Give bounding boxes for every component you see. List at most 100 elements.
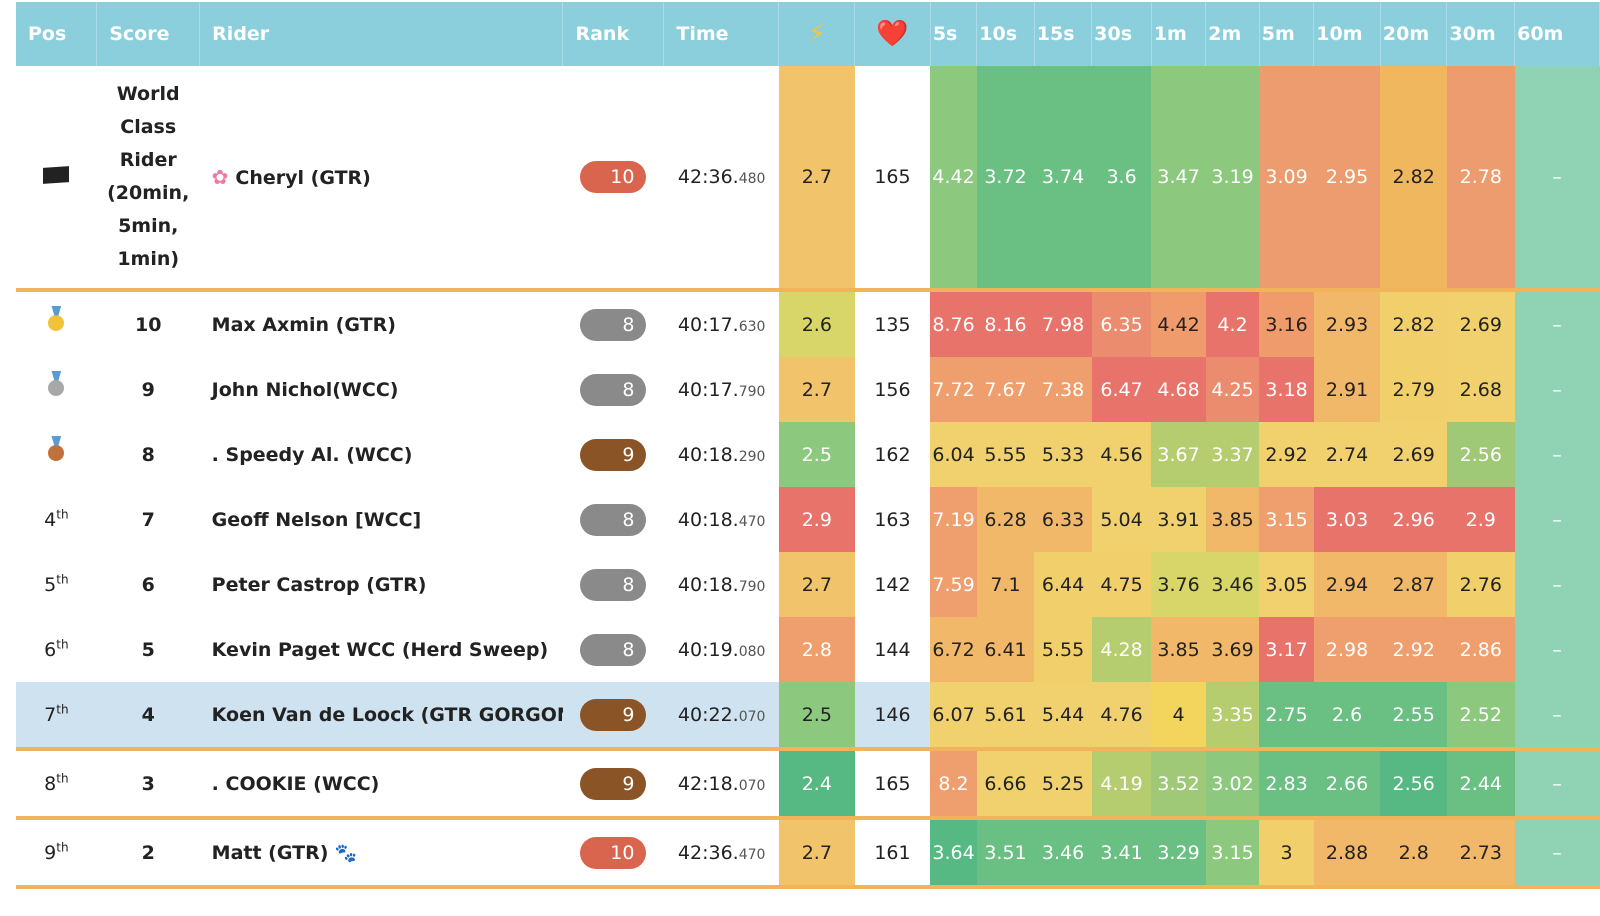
score-value: 4 xyxy=(141,703,155,726)
interval-value-20m: 2.56 xyxy=(1380,749,1447,820)
header-interval[interactable]: 5s xyxy=(930,2,978,66)
rider-cell[interactable]: Peter Castrop (GTR) xyxy=(199,552,563,617)
interval-value-15s: 5.55 xyxy=(1034,617,1092,682)
interval-value-30s: 4.19 xyxy=(1091,749,1152,820)
rider-name[interactable]: Koen Van de Loock (GTR GORGONS) xyxy=(211,703,563,726)
interval-value-60m: – xyxy=(1514,617,1600,682)
interval-value-1m: 4.68 xyxy=(1151,357,1206,422)
rider-cell[interactable]: Geoff Nelson [WCC] xyxy=(199,487,563,552)
rider-cell[interactable]: Koen Van de Loock (GTR GORGONS) xyxy=(199,682,563,751)
interval-value-5m: 3.15 xyxy=(1259,487,1314,552)
interval-value-15s: 5.25 xyxy=(1034,749,1092,820)
time-main: 40:17. xyxy=(677,378,739,401)
header-interval[interactable]: 60m xyxy=(1514,2,1600,66)
heart-rate-cell: 142 xyxy=(854,552,931,617)
rider-name[interactable]: Kevin Paget WCC (Herd Sweep) xyxy=(211,638,549,661)
header-rider[interactable]: Rider xyxy=(199,2,564,66)
interval-value-1m: 3.52 xyxy=(1151,749,1206,820)
interval-value-30s: 6.35 xyxy=(1091,290,1152,357)
rider-name[interactable]: Matt (GTR) xyxy=(211,841,329,864)
interval-value-30s: 4.76 xyxy=(1091,682,1152,751)
position-cell: 4th xyxy=(16,487,97,552)
header-interval[interactable]: 1m xyxy=(1151,2,1207,66)
rider-row[interactable]: 6th 5 Kevin Paget WCC (Herd Sweep) 8 40:19.0… xyxy=(16,617,1600,682)
rider-name[interactable]: . Speedy Al. (WCC) xyxy=(211,443,413,466)
interval-value-15s: 3.74 xyxy=(1034,66,1092,292)
interval-value-10m: 2.98 xyxy=(1313,617,1381,682)
interval-value-2m: 3.85 xyxy=(1205,487,1260,552)
rider-cell[interactable]: Matt (GTR) 🐾 xyxy=(199,818,563,889)
rider-row[interactable]: 5th 6 Peter Castrop (GTR) 8 40:18.790 2.7 142 7… xyxy=(16,552,1600,617)
power-cell: 2.5 xyxy=(778,422,855,487)
rider-row[interactable]: 8. Speedy Al. (WCC) 9 40:18.290 2.5 162 6.04 5… xyxy=(16,422,1600,487)
interval-value-5m: 3 xyxy=(1259,818,1314,889)
interval-value-5s: 6.07 xyxy=(930,682,977,751)
rider-row[interactable]: 8th 3. COOKIE (WCC) 9 42:18.070 2.4 165 8.2 6.6… xyxy=(16,749,1600,820)
header-rank[interactable]: Rank xyxy=(562,2,665,66)
header-time[interactable]: Time xyxy=(663,2,780,66)
heart-icon: ❤️ xyxy=(876,19,909,49)
header-score[interactable]: Score xyxy=(96,2,201,66)
leader-row[interactable]: World Class Rider (20min, 5min, 1min) ✿ C… xyxy=(16,66,1600,292)
rider-cell[interactable]: ✿ Cheryl (GTR) xyxy=(199,66,563,292)
interval-value-1m: 3.47 xyxy=(1151,66,1206,292)
rider-cell[interactable]: Max Axmin (GTR) xyxy=(199,290,563,357)
rider-row[interactable]: 9 John Nichol(WCC) 8 40:17.790 2.7 156 7.72 7.6… xyxy=(16,357,1600,422)
header-pos[interactable]: Pos xyxy=(16,2,98,66)
time-cell: 40:18.290 xyxy=(663,422,779,487)
header-power[interactable]: ⚡ xyxy=(778,2,856,66)
rider-name[interactable]: Geoff Nelson [WCC] xyxy=(211,508,422,531)
rank-badge: 10 xyxy=(580,836,647,869)
rider-name[interactable]: Peter Castrop (GTR) xyxy=(211,573,427,596)
rider-row[interactable]: 10 Max Axmin (GTR) 8 40:17.630 2.6 135 8.76 8.1… xyxy=(16,290,1600,357)
rank-cell: 10 xyxy=(562,66,664,292)
interval-value-2m: 4.25 xyxy=(1205,357,1260,422)
rider-name[interactable]: Max Axmin (GTR) xyxy=(211,313,396,336)
interval-value-60m: – xyxy=(1514,749,1600,820)
rider-name[interactable]: John Nichol(WCC) xyxy=(211,378,399,401)
interval-value-60m: – xyxy=(1514,66,1600,292)
rider-name[interactable]: . COOKIE (WCC) xyxy=(211,772,380,795)
heart-rate-cell: 165 xyxy=(854,66,931,292)
rider-row[interactable]: 9th 2 Matt (GTR) 🐾 10 42:36.470 2.7 161 3.64 3.5… xyxy=(16,818,1600,889)
interval-value-60m: – xyxy=(1514,818,1600,889)
interval-value-15s: 5.44 xyxy=(1034,682,1092,751)
silver-medal-icon xyxy=(48,379,65,396)
header-interval[interactable]: 2m xyxy=(1205,2,1260,66)
interval-value-30m: 2.52 xyxy=(1446,682,1515,751)
interval-value-2m: 3.15 xyxy=(1205,818,1260,889)
time-main: 40:18. xyxy=(677,443,739,466)
time-main: 40:19. xyxy=(677,638,739,661)
interval-value-10s: 3.72 xyxy=(976,66,1035,292)
interval-value-20m: 2.69 xyxy=(1380,422,1447,487)
header-heart-rate[interactable]: ❤️ xyxy=(854,2,931,66)
time-cell: 40:17.790 xyxy=(663,357,779,422)
header-interval[interactable]: 10s xyxy=(976,2,1035,66)
rider-row[interactable]: 7th 4 Koen Van de Loock (GTR GORGONS) 9 40:2… xyxy=(16,682,1600,751)
interval-value-30m: 2.76 xyxy=(1446,552,1515,617)
rider-cell[interactable]: Kevin Paget WCC (Herd Sweep) xyxy=(199,617,563,682)
header-interval[interactable]: 5m xyxy=(1259,2,1315,66)
rider-cell[interactable]: John Nichol(WCC) xyxy=(199,357,563,422)
header-interval[interactable]: 15s xyxy=(1034,2,1093,66)
time-milliseconds: 470 xyxy=(738,846,766,863)
rider-cell[interactable]: . Speedy Al. (WCC) xyxy=(199,422,563,487)
rider-row[interactable]: 4th 7 Geoff Nelson [WCC] 8 40:18.470 2.9 163 7.… xyxy=(16,487,1600,552)
header-interval[interactable]: 30m xyxy=(1446,2,1516,66)
interval-value-5m: 3.09 xyxy=(1259,66,1314,292)
rank-cell: 9 xyxy=(562,749,664,820)
interval-value-1m: 3.85 xyxy=(1151,617,1206,682)
header-interval[interactable]: 10m xyxy=(1313,2,1381,66)
time-cell: 40:22.070 xyxy=(663,682,779,751)
header-interval[interactable]: 20m xyxy=(1380,2,1448,66)
rank-badge: 8 xyxy=(580,633,647,666)
rider-cell[interactable]: . COOKIE (WCC) xyxy=(199,749,563,820)
rank-cell: 8 xyxy=(562,357,664,422)
flag-icon xyxy=(43,166,70,184)
time-cell: 40:17.630 xyxy=(663,290,779,357)
rider-name[interactable]: Cheryl (GTR) xyxy=(235,167,371,189)
interval-value-10m: 2.6 xyxy=(1313,682,1381,751)
rank-badge: 9 xyxy=(580,438,647,471)
interval-value-20m: 2.55 xyxy=(1380,682,1447,751)
header-interval[interactable]: 30s xyxy=(1091,2,1152,66)
